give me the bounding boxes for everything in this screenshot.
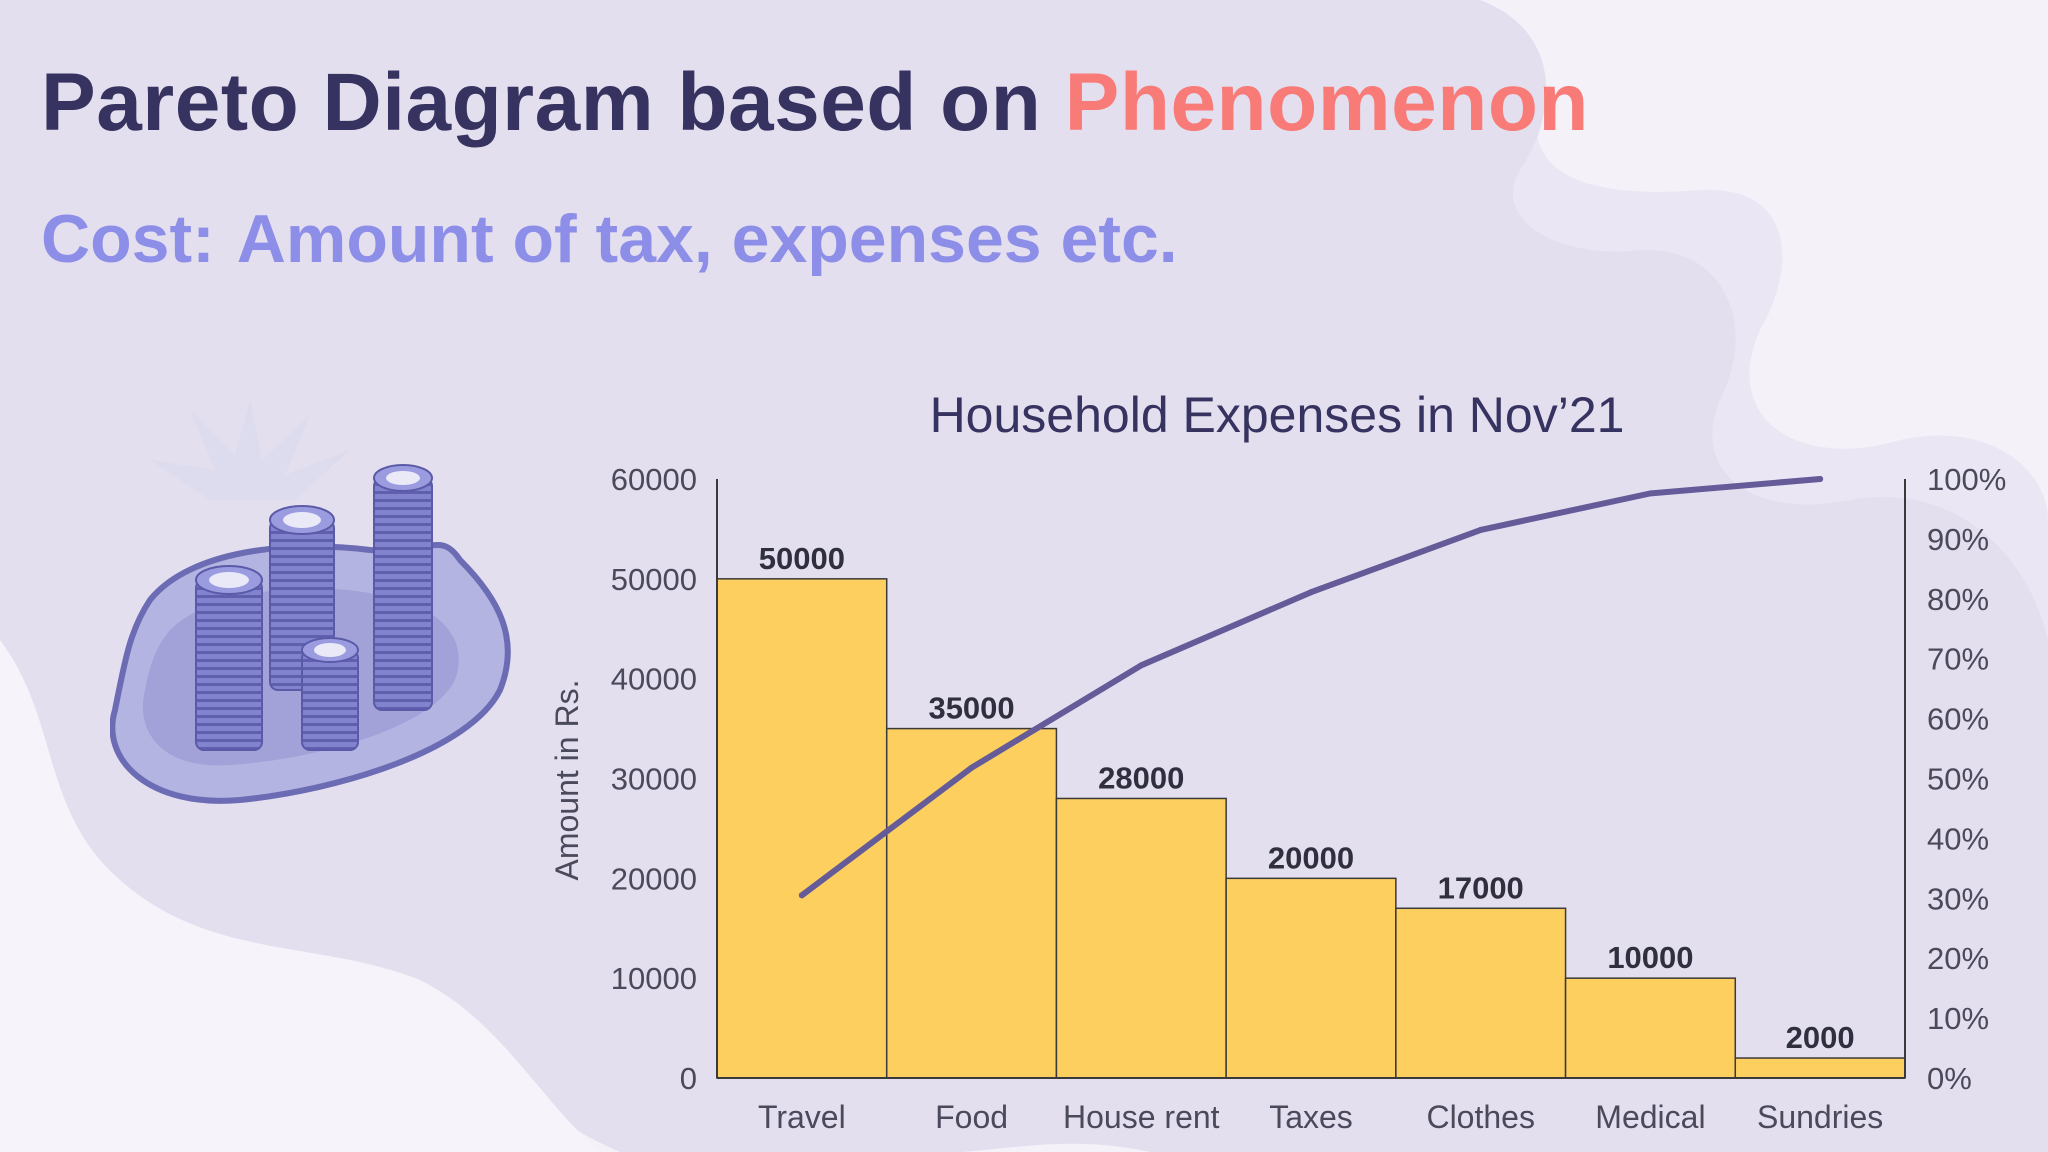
subtitle-text: Amount of tax, expenses etc.	[236, 201, 1178, 277]
y2-tick-label-6: 60%	[1927, 702, 1989, 737]
y-tick-label-5: 50000	[611, 562, 697, 597]
y-tick-label-1: 10000	[611, 961, 697, 996]
y-axis-label: Amount in Rs.	[549, 680, 585, 881]
coin-stack-left	[195, 565, 263, 751]
y-tick-label-0: 0	[680, 1061, 697, 1096]
cumulative-point-3	[1308, 589, 1314, 596]
x-tick-label-0: Travel	[758, 1099, 846, 1135]
bar-0	[716, 578, 888, 1079]
axes	[716, 479, 1906, 1079]
slide-title-main: Pareto Diagram based on	[41, 57, 1042, 148]
y-tick-label-2: 20000	[611, 861, 697, 896]
cumulative-line-series	[798, 476, 1824, 899]
y2-tick-label-5: 50%	[1927, 762, 1989, 797]
y2-tick-label-0: 0%	[1927, 1061, 1972, 1096]
x-axis-ticks: Travel Food House rent Taxes Clothes Medical S…	[758, 1099, 1883, 1135]
y2-tick-label-1: 10%	[1927, 1001, 1989, 1036]
background-blob-bottom-left	[0, 640, 600, 1152]
coin-stacks-icon	[110, 400, 511, 804]
bar-4	[1395, 907, 1567, 1079]
y2-tick-label-9: 90%	[1927, 522, 1989, 557]
cumulative-point-2	[1138, 662, 1145, 669]
cumulative-point-6	[1817, 476, 1824, 482]
bar-5	[1564, 977, 1737, 1079]
bar-label-4: 17000	[1438, 870, 1524, 905]
bar-label-5: 10000	[1607, 940, 1693, 975]
x-tick-label-3: Taxes	[1269, 1099, 1353, 1135]
bar-series	[716, 578, 1906, 1079]
x-tick-label-4: Clothes	[1426, 1099, 1535, 1135]
subtitle-label: Cost:	[41, 201, 215, 277]
x-tick-label-2: House rent	[1063, 1099, 1220, 1135]
cumulative-point-5	[1647, 490, 1654, 497]
bar-6	[1734, 1057, 1906, 1079]
slide-title-highlight: Phenomenon	[1064, 57, 1590, 148]
burst-icon	[150, 400, 350, 500]
slide-subtitle: Cost: Amount of tax, expenses etc.	[41, 200, 1178, 278]
cumulative-point-1	[968, 764, 975, 771]
y2-tick-label-8: 80%	[1927, 582, 1989, 617]
coin-stack-right	[373, 464, 433, 711]
y2-tick-label-10: 100%	[1927, 462, 2006, 497]
bar-label-3: 20000	[1268, 840, 1354, 875]
coin-stack-small	[301, 637, 359, 751]
x-tick-label-6: Sundries	[1757, 1099, 1883, 1135]
y2-tick-label-2: 20%	[1927, 941, 1989, 976]
x-tick-label-5: Medical	[1595, 1099, 1705, 1135]
y-tick-label-6: 60000	[611, 462, 697, 497]
y2-tick-label-3: 30%	[1927, 881, 1989, 916]
y-tick-label-3: 30000	[611, 762, 697, 797]
cumulative-point-4	[1477, 526, 1484, 533]
y2-tick-label-7: 70%	[1927, 642, 1989, 677]
y2-tick-label-4: 40%	[1927, 821, 1989, 856]
bar-1	[885, 727, 1058, 1079]
bar-label-2: 28000	[1098, 760, 1184, 795]
y2-axis-ticks: 0% 10% 20% 30% 40% 50% 60% 70% 80% 90% 100%	[1927, 462, 2006, 1096]
bar-label-0: 50000	[759, 541, 845, 576]
slide-title: Pareto Diagram based on Phenomenon	[41, 56, 1589, 150]
bar-2	[1055, 797, 1227, 1079]
data-labels: 50000 35000 28000 20000 17000 10000 2000	[759, 541, 1855, 1055]
cumulative-point-0	[798, 892, 805, 899]
y-tick-label-4: 40000	[611, 662, 697, 697]
y-axis-ticks: 0 10000 20000 30000 40000 50000 60000	[611, 462, 697, 1096]
bar-label-1: 35000	[928, 691, 1014, 726]
chart-title: Household Expenses in Nov’21	[930, 387, 1625, 443]
bar-label-6: 2000	[1786, 1020, 1855, 1055]
bar-3	[1225, 877, 1397, 1079]
x-tick-label-1: Food	[935, 1099, 1008, 1135]
